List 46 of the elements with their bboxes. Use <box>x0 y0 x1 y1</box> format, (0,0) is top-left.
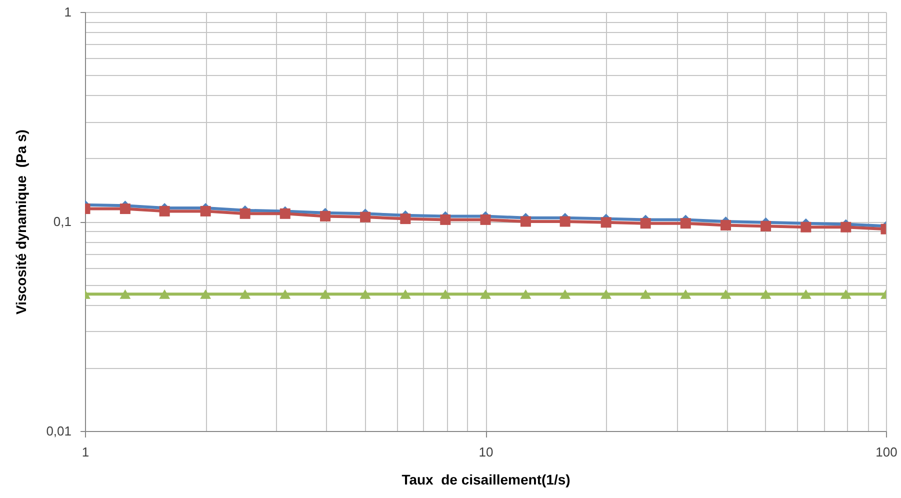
point <box>640 218 651 229</box>
point <box>520 289 532 299</box>
point <box>120 204 130 214</box>
point <box>320 210 330 222</box>
point <box>840 289 852 299</box>
point <box>400 214 411 224</box>
point <box>840 222 852 232</box>
point <box>760 289 772 299</box>
point <box>480 289 491 299</box>
point <box>320 289 331 299</box>
point <box>200 206 211 216</box>
y-tick-label: 0,01 <box>46 424 72 438</box>
point <box>200 289 212 299</box>
point <box>720 289 732 299</box>
point <box>440 289 451 299</box>
x-tick-label: 10 <box>478 444 494 460</box>
y-tick-label: 1 <box>64 4 72 20</box>
y-axis-title: Viscosité dynamique (Pa s) <box>13 130 30 314</box>
x-tick-label: 1 <box>82 444 90 460</box>
point <box>240 289 251 299</box>
x-axis-title: Taux de cisaillement(1/s) <box>402 472 570 488</box>
point <box>720 220 731 230</box>
point <box>560 216 570 227</box>
point <box>120 289 131 299</box>
point <box>760 220 772 232</box>
point <box>800 289 812 299</box>
point <box>360 289 371 299</box>
point <box>520 216 531 227</box>
point <box>680 218 691 229</box>
point <box>360 212 371 222</box>
point <box>800 222 812 232</box>
x-tick-label: 100 <box>876 444 898 460</box>
point <box>600 217 612 228</box>
y-tick-label: 0,1 <box>53 214 72 229</box>
point <box>480 214 491 225</box>
point <box>240 208 250 219</box>
point <box>400 289 411 299</box>
point <box>680 289 692 299</box>
point <box>159 206 170 216</box>
point <box>440 214 451 225</box>
point <box>280 208 290 219</box>
point <box>640 289 652 299</box>
point <box>600 289 612 299</box>
point <box>560 289 571 299</box>
point <box>159 289 170 299</box>
point <box>280 289 291 299</box>
